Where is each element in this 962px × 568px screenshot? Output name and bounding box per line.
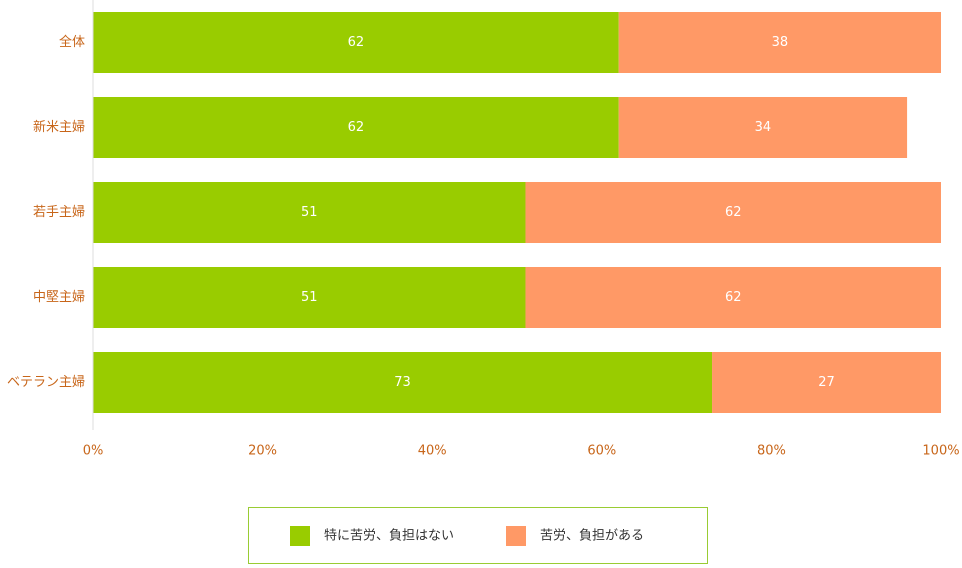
bar-segment [93, 97, 619, 158]
x-tick-label: 100% [922, 444, 959, 459]
y-tick-label: 若手主婦 [33, 204, 85, 220]
data-label: 62 [348, 120, 365, 135]
data-label: 62 [348, 35, 365, 50]
data-label: 27 [818, 375, 835, 390]
plot-area [93, 12, 941, 413]
bar-segment [93, 267, 526, 328]
bar-segment [618, 97, 908, 158]
legend-swatch [506, 526, 526, 546]
x-tick-label: 40% [418, 444, 447, 459]
legend-label: 苦労、負担がある [540, 528, 644, 544]
y-tick-label: ベテラン主婦 [7, 374, 85, 390]
bar-segment [525, 267, 941, 328]
y-tick-label: 中堅主婦 [33, 289, 85, 305]
bar-segment [93, 352, 713, 413]
bar-segment [618, 12, 941, 73]
data-label: 38 [772, 35, 789, 50]
data-label: 34 [755, 120, 772, 135]
data-label: 62 [725, 205, 742, 220]
x-tick-label: 0% [83, 444, 104, 459]
bar-segment [93, 182, 526, 243]
bar-segment [525, 182, 941, 243]
data-label: 62 [725, 290, 742, 305]
data-label: 51 [301, 205, 318, 220]
y-tick-label: 新米主婦 [33, 119, 85, 135]
legend-label: 特に苦労、負担はない [324, 528, 454, 544]
bar-segment [712, 352, 941, 413]
x-tick-label: 20% [248, 444, 277, 459]
data-label: 73 [394, 375, 411, 390]
bar-segment [93, 12, 619, 73]
legend-swatch [290, 526, 310, 546]
data-label: 51 [301, 290, 318, 305]
y-tick-label: 全体 [59, 34, 85, 50]
x-tick-label: 80% [757, 444, 786, 459]
x-tick-label: 60% [587, 444, 616, 459]
